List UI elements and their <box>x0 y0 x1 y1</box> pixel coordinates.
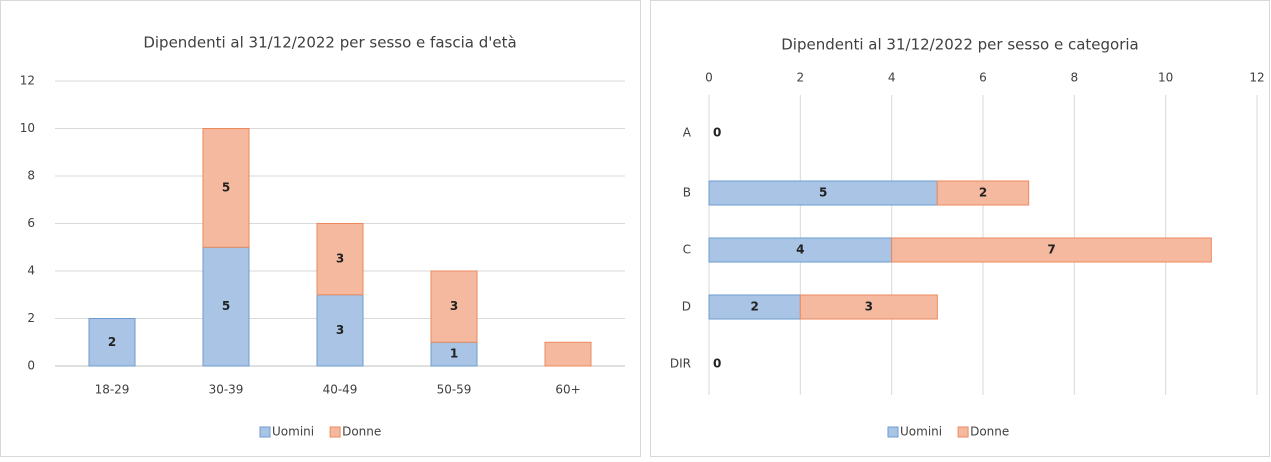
data-label: 5 <box>222 180 230 194</box>
x-tick-label: 12 <box>1249 71 1264 85</box>
data-label: 2 <box>750 300 758 314</box>
x-tick-label: 10 <box>1158 71 1173 85</box>
data-label: 3 <box>336 323 344 337</box>
x-tick-label: 50-59 <box>437 383 472 397</box>
x-tick-label: 8 <box>1071 71 1079 85</box>
legend-label: Donne <box>342 425 381 439</box>
y-tick-label: DIR <box>670 357 691 371</box>
legend-label: Uomini <box>900 425 942 439</box>
bar-segment <box>202 128 250 248</box>
data-label: 2 <box>108 335 116 349</box>
data-label: 3 <box>450 299 458 313</box>
data-label: 1 <box>450 347 458 361</box>
y-tick-label: C <box>683 243 691 257</box>
y-tick-label: 2 <box>27 311 35 325</box>
data-label: 5 <box>222 299 230 313</box>
x-tick-label: 18-29 <box>95 383 130 397</box>
data-label: 3 <box>336 252 344 266</box>
bar-segment <box>936 180 1030 206</box>
bar-segment <box>544 341 592 367</box>
data-label: 0 <box>713 126 721 140</box>
x-tick-label: 6 <box>979 71 987 85</box>
bar-segment <box>891 237 1212 263</box>
x-tick-label: 60+ <box>555 383 580 397</box>
right-panel <box>650 0 1270 457</box>
y-tick-label: 6 <box>27 216 35 230</box>
chart-title: Dipendenti al 31/12/2022 per sesso e cat… <box>781 36 1138 54</box>
x-tick-label: 2 <box>797 71 805 85</box>
legend-label: Donne <box>970 425 1009 439</box>
y-tick-label: D <box>682 300 691 314</box>
y-tick-label: B <box>683 186 691 200</box>
y-tick-label: 8 <box>27 169 35 183</box>
data-label: 5 <box>819 186 827 200</box>
x-tick-label: 4 <box>888 71 896 85</box>
legend-swatch <box>887 426 899 438</box>
data-label: 2 <box>979 186 987 200</box>
chart-title: Dipendenti al 31/12/2022 per sesso e fas… <box>143 34 516 52</box>
x-tick-label: 40-49 <box>323 383 358 397</box>
bar-segment <box>708 237 893 263</box>
bar-segment <box>88 318 136 367</box>
y-tick-label: 0 <box>27 359 35 373</box>
y-tick-label: 4 <box>27 264 35 278</box>
legend-swatch <box>259 426 271 438</box>
y-tick-label: A <box>683 126 692 140</box>
data-label: 3 <box>865 300 873 314</box>
x-tick-label: 30-39 <box>209 383 244 397</box>
data-label: 7 <box>1047 243 1055 257</box>
x-tick-label: 0 <box>705 71 713 85</box>
bar-segment <box>316 223 364 296</box>
data-label: 4 <box>796 243 804 257</box>
bar-segment <box>316 294 364 367</box>
data-label: 0 <box>713 357 721 371</box>
y-tick-label: 10 <box>20 121 35 135</box>
legend-swatch <box>329 426 341 438</box>
bar-segment <box>799 294 938 320</box>
legend-swatch <box>957 426 969 438</box>
bar-segment <box>202 246 250 367</box>
legend-label: Uomini <box>272 425 314 439</box>
y-tick-label: 12 <box>20 74 35 88</box>
bar-segment <box>708 180 938 206</box>
bar-segment <box>430 270 478 343</box>
bar-segment <box>708 294 801 320</box>
